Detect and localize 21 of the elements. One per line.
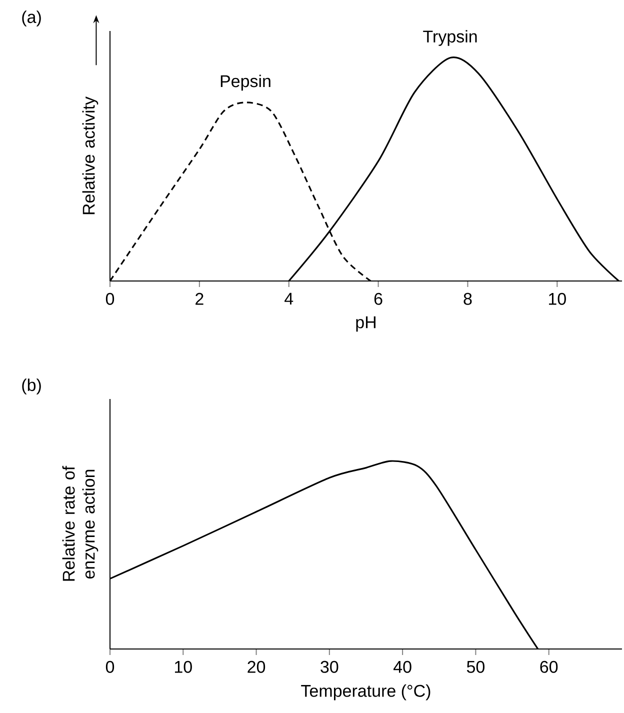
- x-tick-label: 2: [196, 292, 204, 305]
- x-tick-label: 4: [284, 292, 294, 305]
- x-tick-label: 20: [248, 660, 266, 673]
- text: (a): [22, 10, 41, 26]
- x-axis-title: pH: [356, 316, 376, 332]
- x-tick-label: 0: [106, 292, 114, 305]
- x-tick-label: 30: [320, 660, 338, 673]
- x-tick-label: 10: [549, 292, 566, 305]
- x-tick-label: 6: [374, 292, 382, 305]
- x-tick-label: 10: [174, 660, 192, 673]
- text: (b): [22, 378, 41, 394]
- series-label: Trypsin: [423, 30, 477, 46]
- x-tick-label: 8: [464, 292, 472, 305]
- y-axis-title: Relative activity: [82, 96, 98, 214]
- x-tick-label: 60: [540, 660, 558, 673]
- series-label: Pepsin: [220, 74, 270, 91]
- x-tick-label: 40: [393, 660, 412, 673]
- x-axis-title: Temperature (°C): [301, 684, 430, 700]
- x-tick-label: 0: [106, 660, 114, 673]
- y-axis-title: Relative rate of enzyme action: [62, 466, 98, 581]
- x-tick-label: 50: [466, 660, 484, 673]
